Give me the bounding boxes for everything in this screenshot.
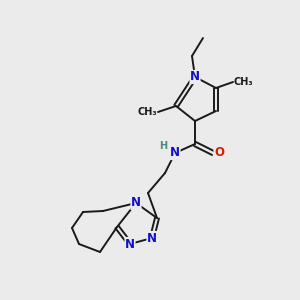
Text: N: N <box>170 146 180 160</box>
Text: N: N <box>131 196 141 209</box>
Text: N: N <box>190 70 200 83</box>
Text: CH₃: CH₃ <box>137 107 157 117</box>
Text: CH₃: CH₃ <box>234 77 254 87</box>
Text: N: N <box>147 232 157 244</box>
Text: N: N <box>125 238 135 250</box>
Text: H: H <box>159 141 167 151</box>
Text: O: O <box>214 146 224 160</box>
